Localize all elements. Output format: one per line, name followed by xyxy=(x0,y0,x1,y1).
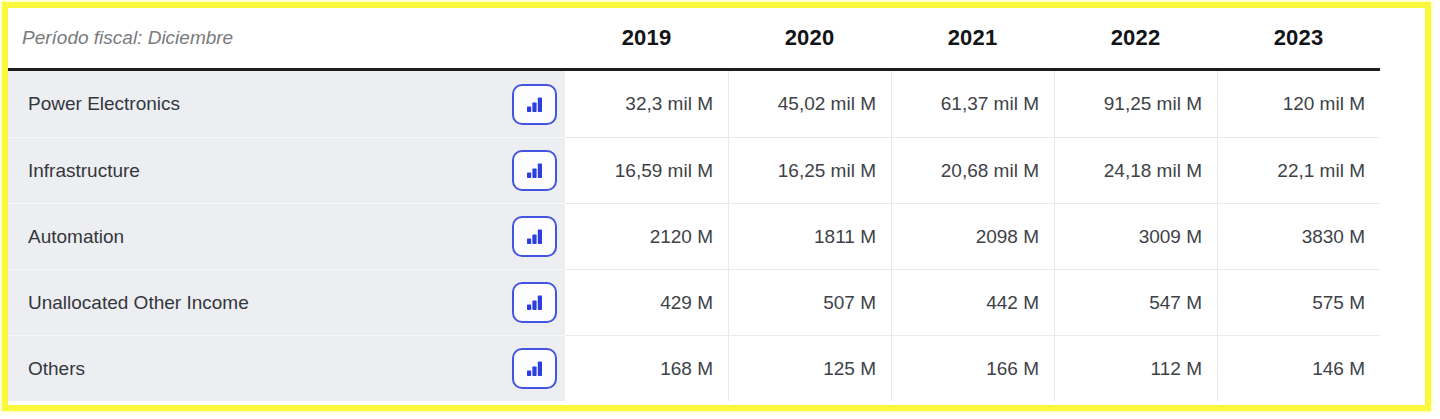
table-row: Unallocated Other Income 429 M 507 M 442… xyxy=(8,269,1380,335)
chart-button[interactable] xyxy=(512,150,557,191)
bar-chart-icon xyxy=(525,293,544,312)
value-cell: 45,02 mil M xyxy=(728,71,891,137)
year-header: 2019 xyxy=(565,8,728,68)
row-label: Automation xyxy=(28,226,124,248)
value-cell: 22,1 mil M xyxy=(1217,137,1380,203)
bar-chart-icon xyxy=(525,227,544,246)
table-row: Power Electronics 32,3 mil M 45,02 mil M… xyxy=(8,71,1380,137)
value-cell: 1811 M xyxy=(728,203,891,269)
value-cell: 20,68 mil M xyxy=(891,137,1054,203)
table-row: Automation 2120 M 1811 M 2098 M 3009 M 3… xyxy=(8,203,1380,269)
value-cell: 61,37 mil M xyxy=(891,71,1054,137)
year-header: 2020 xyxy=(728,8,891,68)
value-cell: 575 M xyxy=(1217,269,1380,335)
value-cell: 16,59 mil M xyxy=(565,137,728,203)
highlight-border: Período fiscal: Diciembre 20192020202120… xyxy=(2,2,1431,411)
chart-button[interactable] xyxy=(512,216,557,257)
row-label: Power Electronics xyxy=(28,93,180,115)
chart-button[interactable] xyxy=(512,282,557,323)
value-cell: 24,18 mil M xyxy=(1054,137,1217,203)
row-label-cell: Infrastructure xyxy=(8,137,565,203)
row-label-cell: Unallocated Other Income xyxy=(8,269,565,335)
row-label-cell: Automation xyxy=(8,203,565,269)
year-header: 2022 xyxy=(1054,8,1217,68)
value-cell: 3830 M xyxy=(1217,203,1380,269)
value-cell: 547 M xyxy=(1054,269,1217,335)
value-cell: 3009 M xyxy=(1054,203,1217,269)
row-label: Unallocated Other Income xyxy=(28,292,249,314)
chart-button[interactable] xyxy=(512,84,557,125)
table-row: Infrastructure 16,59 mil M 16,25 mil M 2… xyxy=(8,137,1380,203)
value-cell: 32,3 mil M xyxy=(565,71,728,137)
value-cell: 2098 M xyxy=(891,203,1054,269)
value-cell: 91,25 mil M xyxy=(1054,71,1217,137)
year-header: 2023 xyxy=(1217,8,1380,68)
table-body: Power Electronics 32,3 mil M 45,02 mil M… xyxy=(8,71,1380,401)
row-label: Infrastructure xyxy=(28,160,140,182)
value-cell: 146 M xyxy=(1217,335,1380,401)
bar-chart-icon xyxy=(525,95,544,114)
row-label-cell: Others xyxy=(8,335,565,401)
value-cell: 166 M xyxy=(891,335,1054,401)
value-cell: 2120 M xyxy=(565,203,728,269)
row-label-cell: Power Electronics xyxy=(8,71,565,137)
value-cell: 112 M xyxy=(1054,335,1217,401)
bar-chart-icon xyxy=(525,161,544,180)
value-cell: 120 mil M xyxy=(1217,71,1380,137)
value-cell: 442 M xyxy=(891,269,1054,335)
chart-button[interactable] xyxy=(512,348,557,389)
value-cell: 125 M xyxy=(728,335,891,401)
row-label: Others xyxy=(28,358,85,380)
year-header: 2021 xyxy=(891,8,1054,68)
value-cell: 429 M xyxy=(565,269,728,335)
period-label: Período fiscal: Diciembre xyxy=(8,8,565,68)
financials-table: Período fiscal: Diciembre 20192020202120… xyxy=(8,8,1380,401)
value-cell: 507 M xyxy=(728,269,891,335)
table-row: Others 168 M 125 M 166 M 112 M 146 M xyxy=(8,335,1380,401)
value-cell: 16,25 mil M xyxy=(728,137,891,203)
table-header-row: Período fiscal: Diciembre 20192020202120… xyxy=(8,8,1380,71)
value-cell: 168 M xyxy=(565,335,728,401)
bar-chart-icon xyxy=(525,359,544,378)
